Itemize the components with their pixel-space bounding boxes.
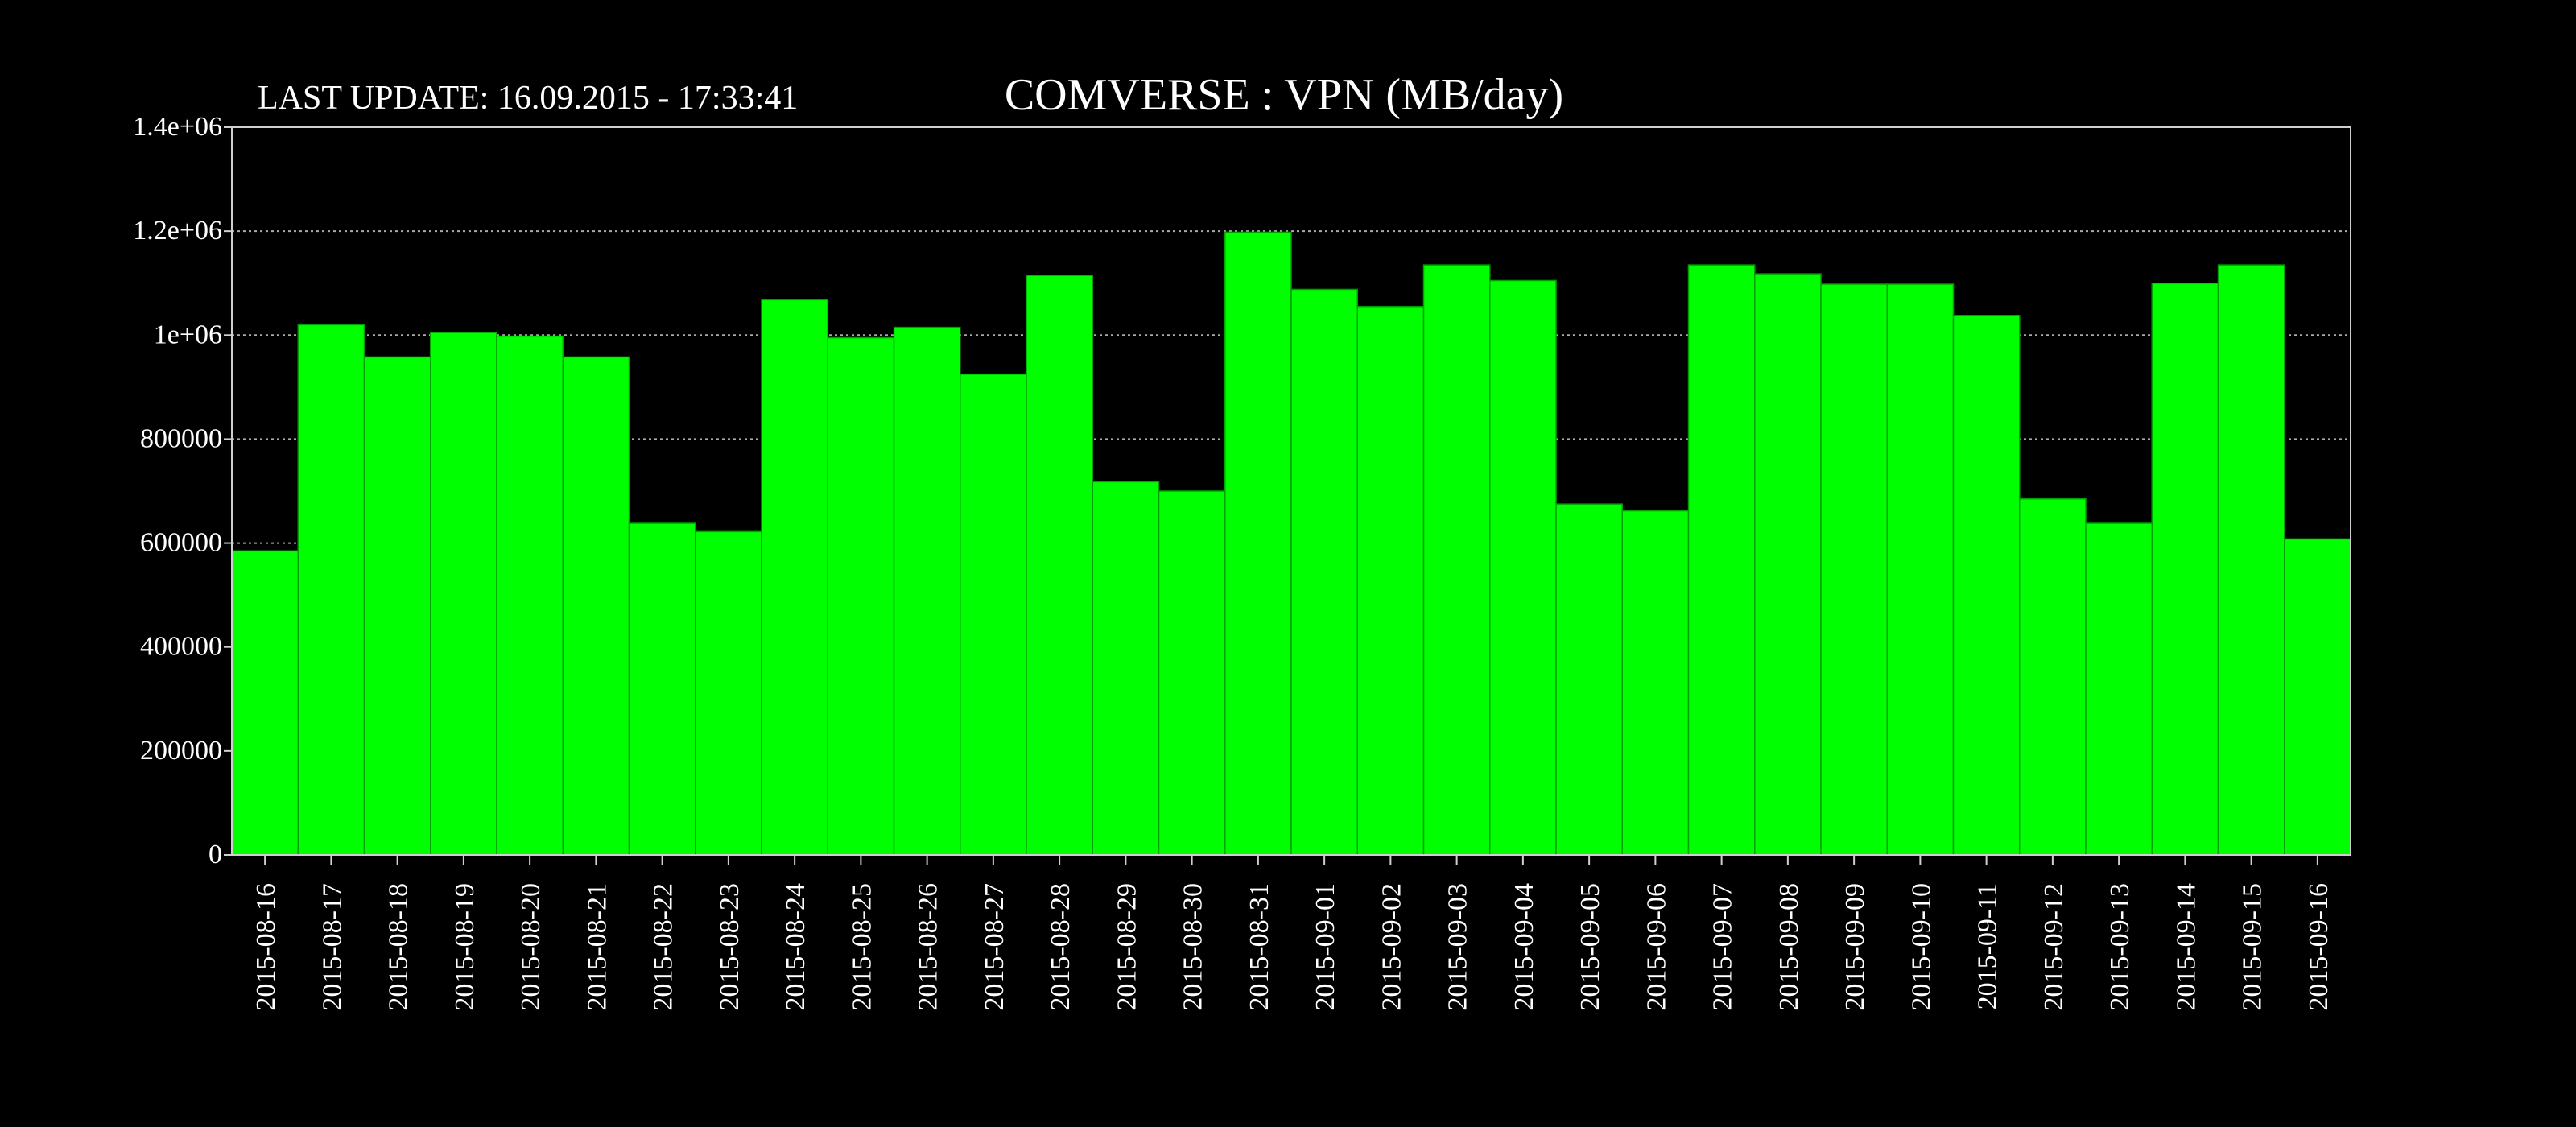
plot-frame	[231, 126, 2351, 856]
bars	[231, 231, 2351, 856]
x-axis: 2015-08-16 2015-08-17 2015-08-18 2015-08-19…	[251, 855, 2334, 1011]
bar-2015-09-14	[2151, 282, 2219, 856]
bar-2015-09-04	[1489, 279, 1557, 856]
bar-2015-09-02	[1356, 306, 1425, 856]
y-tick-label: 1e+06	[154, 320, 222, 349]
x-tick-label: 2015-09-13	[2105, 883, 2135, 1011]
bar-2015-08-28	[1026, 275, 1093, 856]
x-tick-label: 2015-08-21	[582, 883, 612, 1011]
bar-2015-08-16	[231, 550, 299, 856]
x-tick-label: 2015-08-27	[980, 883, 1009, 1011]
x-tick-label: 2015-09-01	[1311, 883, 1340, 1011]
bar-2015-09-08	[1754, 273, 1822, 856]
x-tick-label: 2015-09-15	[2238, 883, 2268, 1011]
x-tick-label: 2015-09-08	[1774, 883, 1804, 1011]
x-tick-label: 2015-09-02	[1377, 883, 1406, 1011]
bar-2015-08-29	[1092, 481, 1160, 856]
bar-2015-09-12	[2019, 497, 2087, 856]
bar-2015-08-20	[496, 335, 564, 856]
bar-2015-08-30	[1158, 490, 1226, 856]
x-tick-label: 2015-09-12	[2039, 883, 2069, 1011]
y-tick-label: 200000	[140, 736, 222, 766]
bar-2015-09-01	[1290, 288, 1358, 856]
y-tick-label: 400000	[140, 632, 222, 662]
bar-2015-09-05	[1555, 503, 1623, 856]
x-tick-label: 2015-09-04	[1509, 883, 1539, 1011]
x-tick-label: 2015-09-06	[1641, 883, 1671, 1011]
x-tick-label: 2015-08-20	[516, 883, 546, 1011]
x-tick-label: 2015-09-10	[1906, 883, 1936, 1011]
bar-2015-09-09	[1820, 283, 1888, 856]
last-update-label: LAST UPDATE: 16.09.2015 - 17:33:41	[258, 80, 798, 117]
bar-2015-09-15	[2217, 264, 2285, 856]
x-tick-label: 2015-08-22	[649, 883, 679, 1011]
y-tick-label: 600000	[140, 528, 222, 558]
bar-2015-08-17	[297, 324, 365, 856]
x-tick-label: 2015-08-24	[781, 883, 811, 1011]
chart-title: COMVERSE : VPN (MB/day)	[1005, 70, 1563, 120]
x-tick-label: 2015-08-31	[1245, 883, 1274, 1011]
bar-2015-09-06	[1621, 510, 1690, 856]
bar-2015-08-31	[1224, 231, 1292, 856]
bar-2015-09-03	[1422, 264, 1491, 856]
y-axis: 0 200000 400000 600000 800000 1e+06 1.2e+06 1.4…	[133, 112, 232, 869]
x-tick-label: 2015-09-03	[1443, 883, 1473, 1011]
x-tick-label: 2015-08-16	[251, 883, 281, 1011]
bar-2015-08-27	[960, 373, 1027, 856]
bar-2015-08-19	[430, 332, 497, 856]
bar-2015-08-25	[827, 336, 895, 856]
x-tick-label: 2015-08-26	[914, 883, 943, 1011]
y-tick-label: 800000	[140, 423, 222, 453]
bar-2015-08-18	[363, 356, 431, 856]
x-tick-label: 2015-09-07	[1708, 883, 1738, 1011]
x-tick-label: 2015-09-16	[2304, 883, 2334, 1011]
y-tick-label: 0	[208, 840, 222, 869]
bar-2015-08-26	[893, 326, 961, 856]
bar-2015-09-07	[1687, 264, 1756, 856]
x-tick-label: 2015-09-05	[1575, 883, 1605, 1011]
bar-2015-08-21	[562, 356, 630, 856]
y-tick-label: 1.2e+06	[133, 216, 222, 246]
x-tick-label: 2015-08-30	[1179, 883, 1208, 1011]
x-tick-label: 2015-08-28	[1046, 883, 1075, 1011]
bar-2015-08-22	[628, 522, 696, 856]
x-tick-label: 2015-08-19	[450, 883, 480, 1011]
bar-2015-09-13	[2085, 522, 2153, 856]
x-tick-label: 2015-08-18	[384, 883, 414, 1011]
x-tick-label: 2015-08-25	[847, 883, 877, 1011]
x-tick-label: 2015-08-29	[1112, 883, 1141, 1011]
x-tick-label: 2015-09-14	[2171, 883, 2201, 1011]
bar-2015-08-24	[761, 299, 828, 856]
bar-2015-09-10	[1886, 283, 1955, 856]
x-tick-label: 2015-08-23	[715, 883, 745, 1011]
x-tick-label: 2015-09-11	[1973, 883, 2003, 1009]
x-tick-label: 2015-09-09	[1840, 883, 1870, 1011]
bar-2015-09-11	[1952, 314, 2021, 856]
x-tick-label: 2015-08-17	[317, 883, 347, 1011]
bar-2015-09-16	[2284, 538, 2351, 856]
y-tick-label: 1.4e+06	[133, 112, 222, 142]
bar-2015-08-23	[695, 530, 762, 856]
